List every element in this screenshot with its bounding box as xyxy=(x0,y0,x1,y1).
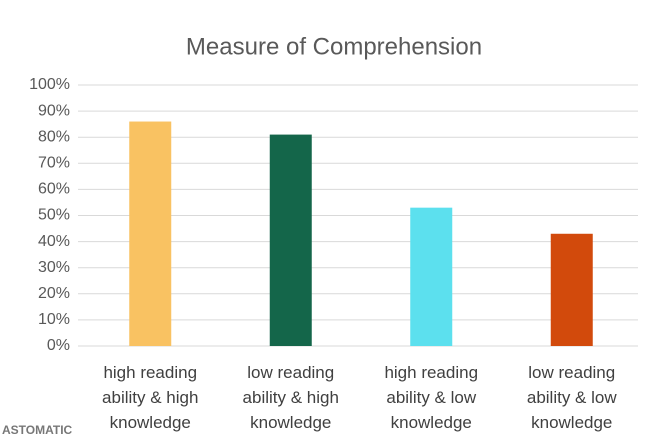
y-tick-label: 90% xyxy=(38,102,70,119)
y-tick-label: 10% xyxy=(38,311,70,328)
y-tick-label: 20% xyxy=(38,285,70,302)
bar xyxy=(410,207,453,346)
bar xyxy=(129,121,172,346)
y-tick-label: 80% xyxy=(38,128,70,145)
x-tick-label: high reading ability & high knowledge xyxy=(102,363,199,432)
y-tick-label: 30% xyxy=(38,259,70,276)
y-tick-label: 100% xyxy=(29,76,70,93)
y-tick-label: 70% xyxy=(38,155,70,172)
y-tick-label: 50% xyxy=(38,207,70,224)
chart-title: Measure of Comprehension xyxy=(186,33,482,60)
x-tick-label: low reading ability & low knowledge xyxy=(526,363,617,432)
y-tick-label: 40% xyxy=(38,233,70,250)
x-tick-label: low reading ability & high knowledge xyxy=(242,363,339,432)
bar xyxy=(269,134,312,346)
watermark: ASTOMATIC xyxy=(2,423,73,437)
y-tick-label: 60% xyxy=(38,181,70,198)
bar xyxy=(550,233,593,346)
y-tick-label: 0% xyxy=(47,337,70,354)
x-tick-label: high reading ability & low knowledge xyxy=(384,363,479,432)
